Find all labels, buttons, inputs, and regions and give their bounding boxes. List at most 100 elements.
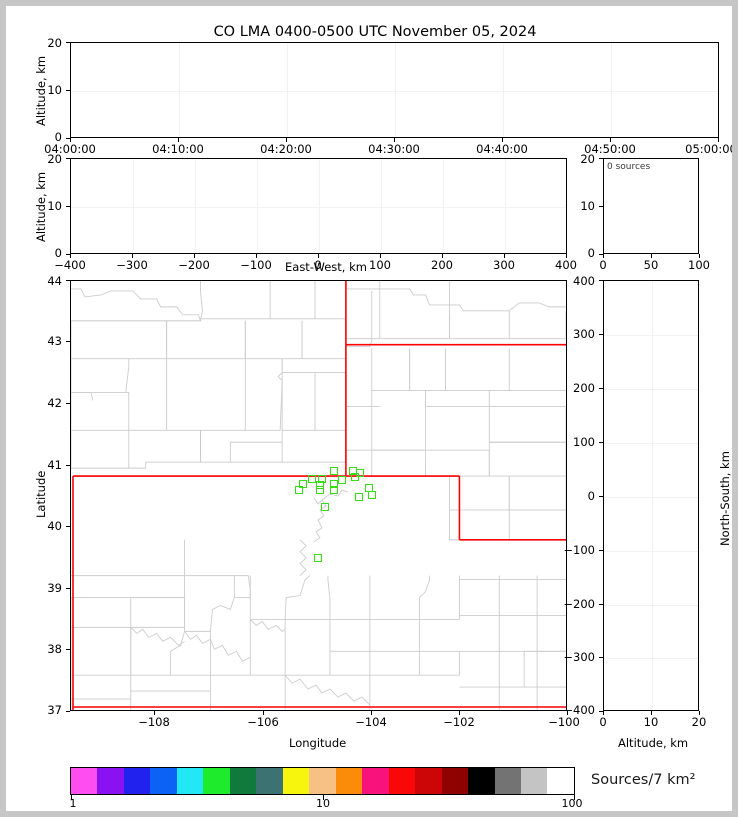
ticklabel-hist-x-0: 0 [599, 258, 607, 272]
tick [66, 526, 70, 527]
source-marker [295, 486, 304, 495]
ticklabel-ns-alt-10: 10 [643, 715, 659, 729]
colorbar-swatch [362, 768, 389, 794]
source-marker [330, 486, 339, 495]
source-marker [315, 480, 324, 489]
ticklabel-ew-3: −100 [240, 258, 272, 272]
tick [599, 496, 603, 497]
tick [66, 341, 70, 342]
tick [178, 138, 179, 142]
panel-plan-view-map[interactable] [70, 280, 567, 711]
ticklabel-lat-44: 44 [47, 274, 62, 288]
ticklabel-lat-37: 37 [47, 703, 62, 717]
colorbar-swatch [71, 768, 98, 794]
axis-label-longitude: Longitude [289, 736, 347, 750]
source-marker [350, 472, 359, 481]
tick [599, 334, 603, 335]
gridline [604, 335, 698, 336]
axis-label-east-west: East-West, km [285, 260, 367, 274]
colorbar-swatch [150, 768, 177, 794]
ticklabel-lat-38: 38 [47, 642, 62, 656]
tick [256, 254, 257, 258]
ticklabel-ew-7: 300 [493, 258, 515, 272]
gridline [133, 159, 134, 253]
ticklabel-ns-m400: −400 [563, 703, 595, 717]
ticklabel-hist-y-10: 10 [580, 199, 595, 213]
ticklabel-hist-x-100: 100 [688, 258, 710, 272]
ticklabel-time-2: 04:20:00 [260, 142, 312, 156]
colorbar[interactable] [70, 767, 575, 795]
tick [66, 42, 70, 43]
gridline [604, 389, 698, 390]
gridline [611, 43, 612, 137]
ticklabel-lat-39: 39 [47, 581, 62, 595]
gridline [257, 159, 258, 253]
tick [459, 711, 460, 715]
colorbar-swatch [415, 768, 442, 794]
tick [66, 465, 70, 466]
colorbar-swatch [309, 768, 336, 794]
gridline [503, 43, 504, 137]
tick [599, 388, 603, 389]
gridline [395, 43, 396, 137]
tick [66, 158, 70, 159]
tick [599, 280, 603, 281]
colorbar-tick [323, 795, 324, 800]
source-marker [318, 475, 327, 484]
panel-altitude-histogram[interactable]: 0 sources [603, 158, 699, 254]
tick [567, 711, 568, 715]
ticklabel-lon-100: −100 [548, 715, 580, 729]
ticklabel-altitude2-0: 0 [54, 246, 62, 260]
ticklabel-time-6: 05:00:00 [685, 142, 737, 156]
colorbar-swatch [123, 768, 151, 794]
tick [699, 254, 700, 258]
colorbar-swatch [282, 768, 310, 794]
gridline [71, 207, 566, 208]
panel-time-altitude[interactable] [70, 42, 719, 138]
tick [599, 206, 603, 207]
panel-north-south-altitude[interactable] [603, 280, 699, 711]
source-marker [321, 502, 330, 511]
ticklabel-ns-m200: −200 [563, 597, 595, 611]
ticklabel-ns-alt-0: 0 [599, 715, 607, 729]
ticklabel-altitude-0: 0 [54, 130, 62, 144]
tick [318, 254, 319, 258]
gridline [319, 159, 320, 253]
colorbar-swatch [97, 768, 124, 794]
ticklabel-ew-2: −200 [178, 258, 210, 272]
ticklabel-lat-42: 42 [47, 396, 62, 410]
ticklabel-ns-m300: −300 [563, 650, 595, 664]
tick [599, 550, 603, 551]
axis-label-altitude-1: Altitude, km [34, 55, 48, 126]
colorbar-swatch [388, 768, 416, 794]
ticklabel-ew-1: −300 [116, 258, 148, 272]
ticklabel-ns-m100: −100 [563, 543, 595, 557]
colorbar-swatch [547, 768, 574, 794]
colorbar-swatch [335, 768, 363, 794]
tick [599, 711, 603, 712]
tick [718, 138, 719, 142]
ticklabel-ns-alt-20: 20 [691, 715, 707, 729]
tick [154, 711, 155, 715]
figure-title: CO LMA 0400-0500 UTC November 05, 2024 [213, 24, 537, 40]
ticklabel-lat-43: 43 [47, 334, 62, 348]
gridline [604, 605, 698, 606]
gridline [179, 43, 180, 137]
tick [394, 138, 395, 142]
tick [566, 254, 567, 258]
colorbar-ticklabel-100: 100 [561, 797, 583, 810]
tick [66, 588, 70, 589]
ticklabel-altitude-10: 10 [47, 83, 62, 97]
gridline [604, 658, 698, 659]
tick [599, 254, 603, 255]
gridline [195, 159, 196, 253]
ticklabel-time-5: 04:50:00 [584, 142, 636, 156]
ticklabel-time-4: 04:40:00 [476, 142, 528, 156]
panel-east-west-altitude[interactable] [70, 158, 567, 254]
colorbar-swatch [494, 768, 521, 794]
tick [66, 649, 70, 650]
colorbar-swatch [520, 768, 548, 794]
ticklabel-ew-4: 0 [314, 258, 322, 272]
tick [70, 138, 71, 142]
tick [263, 711, 264, 715]
